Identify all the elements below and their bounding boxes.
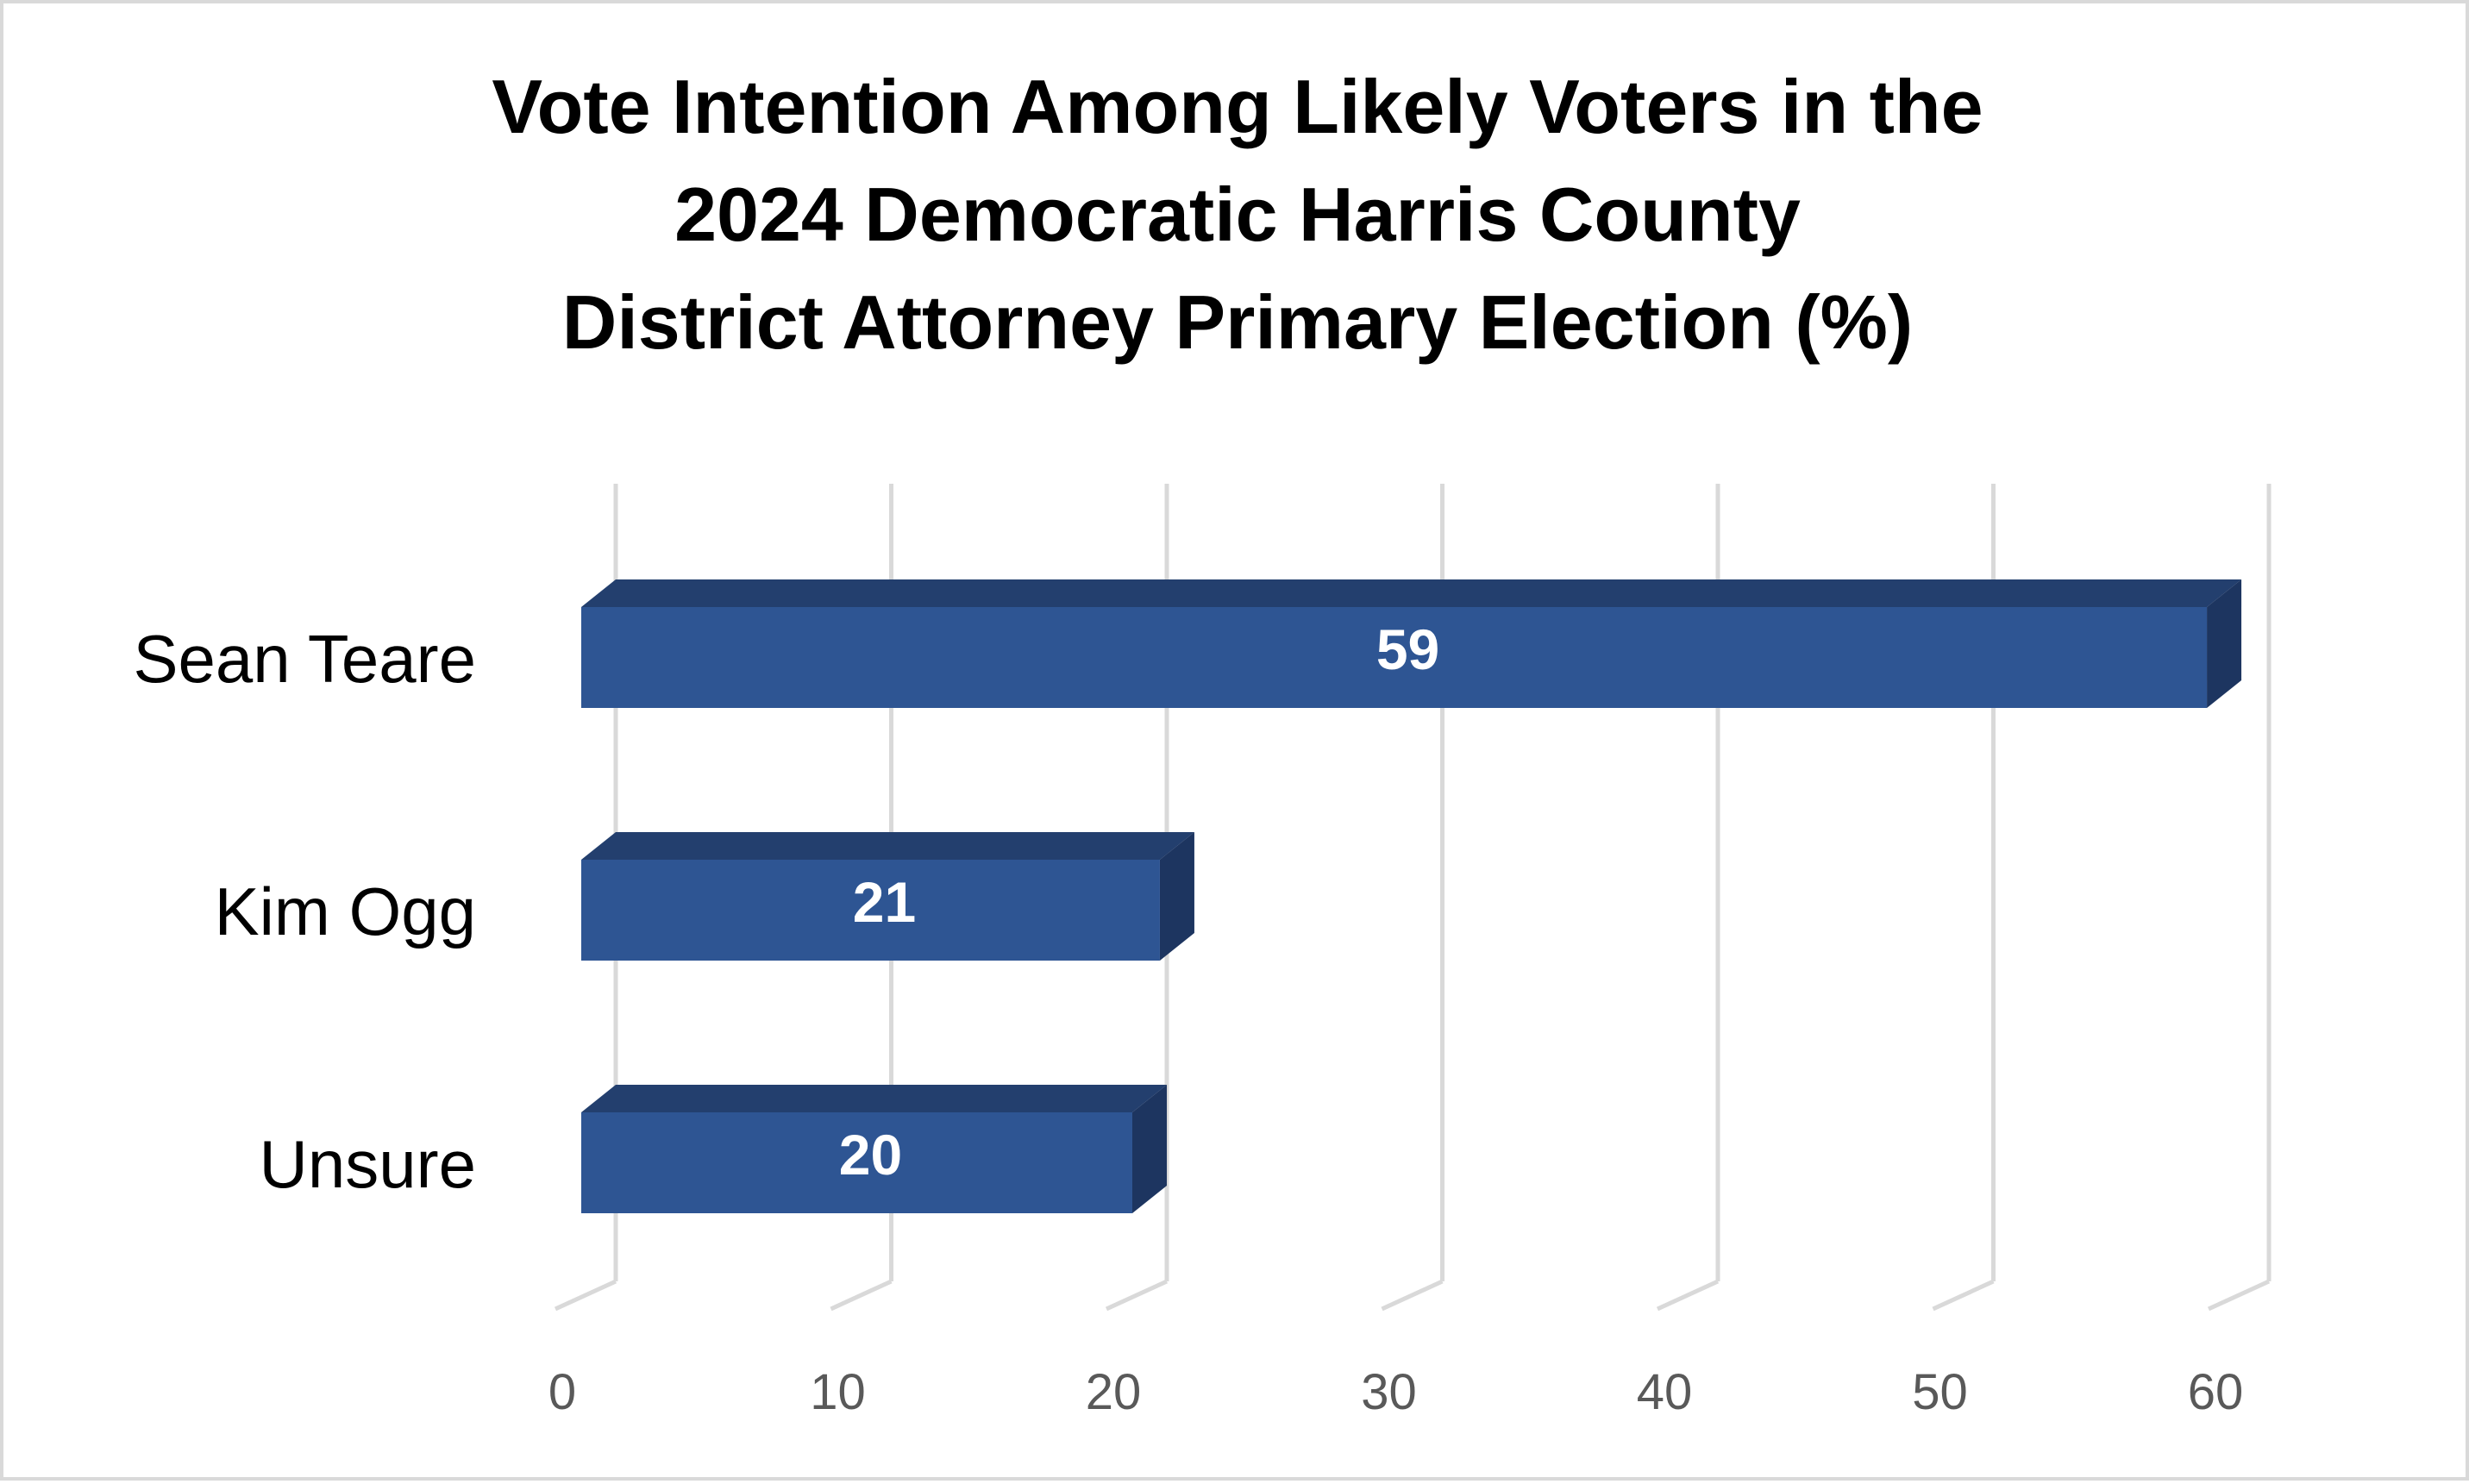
bar-chart: Vote Intention Among Likely Voters in th… [133,64,2272,1420]
bar-top-face [581,1085,1167,1112]
tick-label-40: 40 [1637,1364,1693,1420]
bar-front-face [581,607,2208,708]
tick-label-10: 10 [810,1364,866,1420]
floor-gridline-50 [1932,1279,1995,1312]
bar-3: 20 [581,1085,1167,1213]
category-labels: Sean Teare Kim Ogg Unsure [133,621,476,1202]
tick-label-60: 60 [2188,1364,2244,1420]
data-label: 59 [1376,617,1439,681]
bar-1: 59 [581,579,2242,708]
bar-front-face [581,860,1160,961]
floor-gridline-20 [1105,1279,1169,1312]
floor-gridline-60 [2207,1279,2271,1312]
floor-gridline-10 [830,1279,893,1312]
data-label: 20 [839,1123,902,1187]
category-label-1: Sean Teare [133,621,476,697]
floor-gridline-30 [1381,1279,1444,1312]
tick-label-0: 0 [548,1364,576,1420]
chart-title: Vote Intention Among Likely Voters in th… [492,64,1983,365]
category-label-2: Kim Ogg [215,873,476,949]
bar-side-face [2207,579,2242,708]
category-label-3: Unsure [260,1126,476,1202]
chart-title-line-1: Vote Intention Among Likely Voters in th… [492,64,1983,149]
chart-title-line-2: 2024 Democratic Harris County [674,172,1801,257]
tick-label-50: 50 [1912,1364,1968,1420]
chart-title-line-3: District Attorney Primary Election (%) [562,279,1913,365]
x-axis-tick-labels: 0 10 20 30 40 50 60 [548,1364,2243,1420]
data-label: 21 [853,870,916,934]
bar-side-face [1159,832,1194,961]
tick-label-30: 30 [1361,1364,1417,1420]
bar-2: 21 [581,832,1194,961]
floor-gridline-40 [1656,1279,1720,1312]
tick-label-20: 20 [1086,1364,1142,1420]
bar-top-face [581,579,2242,607]
floor-gridline-0 [554,1279,617,1312]
bar-side-face [1132,1085,1167,1213]
bar-front-face [581,1112,1132,1213]
bar-top-face [581,832,1194,860]
bars: 59 21 20 [581,579,2242,1213]
